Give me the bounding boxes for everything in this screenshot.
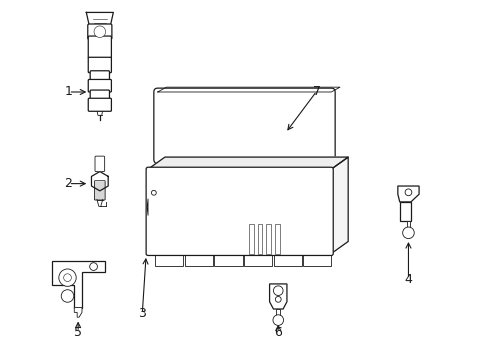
PathPatch shape (52, 261, 104, 307)
Text: 3: 3 (138, 307, 146, 320)
Bar (155, 253, 183, 266)
Bar (303, 253, 331, 266)
Bar (248, 224, 253, 253)
PathPatch shape (74, 307, 82, 317)
FancyBboxPatch shape (88, 36, 111, 58)
Bar (276, 309, 280, 315)
Bar (406, 221, 409, 227)
FancyBboxPatch shape (90, 71, 109, 82)
FancyBboxPatch shape (88, 80, 111, 92)
Circle shape (89, 263, 97, 270)
Bar (244, 253, 272, 266)
Circle shape (63, 274, 71, 282)
Text: 6: 6 (274, 326, 282, 339)
FancyBboxPatch shape (88, 57, 111, 73)
FancyBboxPatch shape (154, 88, 334, 163)
Circle shape (59, 269, 76, 286)
FancyBboxPatch shape (94, 181, 105, 200)
Polygon shape (331, 157, 347, 253)
FancyBboxPatch shape (90, 90, 109, 100)
FancyBboxPatch shape (95, 156, 104, 172)
FancyBboxPatch shape (88, 98, 111, 111)
PathPatch shape (399, 202, 410, 221)
Text: 4: 4 (404, 273, 411, 285)
Bar (265, 224, 270, 253)
Bar (214, 253, 242, 266)
Circle shape (273, 286, 283, 296)
Bar (257, 224, 262, 253)
Circle shape (402, 227, 413, 239)
Polygon shape (147, 199, 148, 216)
Bar (274, 224, 279, 253)
Circle shape (272, 315, 283, 325)
Circle shape (404, 189, 411, 196)
Bar (273, 253, 301, 266)
Text: 5: 5 (74, 326, 82, 339)
Text: 7: 7 (312, 85, 320, 98)
Polygon shape (148, 157, 347, 169)
Polygon shape (157, 87, 339, 92)
PathPatch shape (397, 186, 418, 202)
PathPatch shape (269, 284, 286, 309)
Text: 1: 1 (64, 85, 72, 99)
Circle shape (61, 290, 74, 302)
FancyBboxPatch shape (146, 167, 332, 256)
Polygon shape (91, 172, 108, 191)
Circle shape (151, 190, 156, 195)
Text: 2: 2 (64, 177, 72, 190)
Circle shape (275, 297, 281, 302)
FancyBboxPatch shape (87, 24, 112, 40)
Circle shape (94, 26, 105, 37)
Bar (184, 253, 213, 266)
